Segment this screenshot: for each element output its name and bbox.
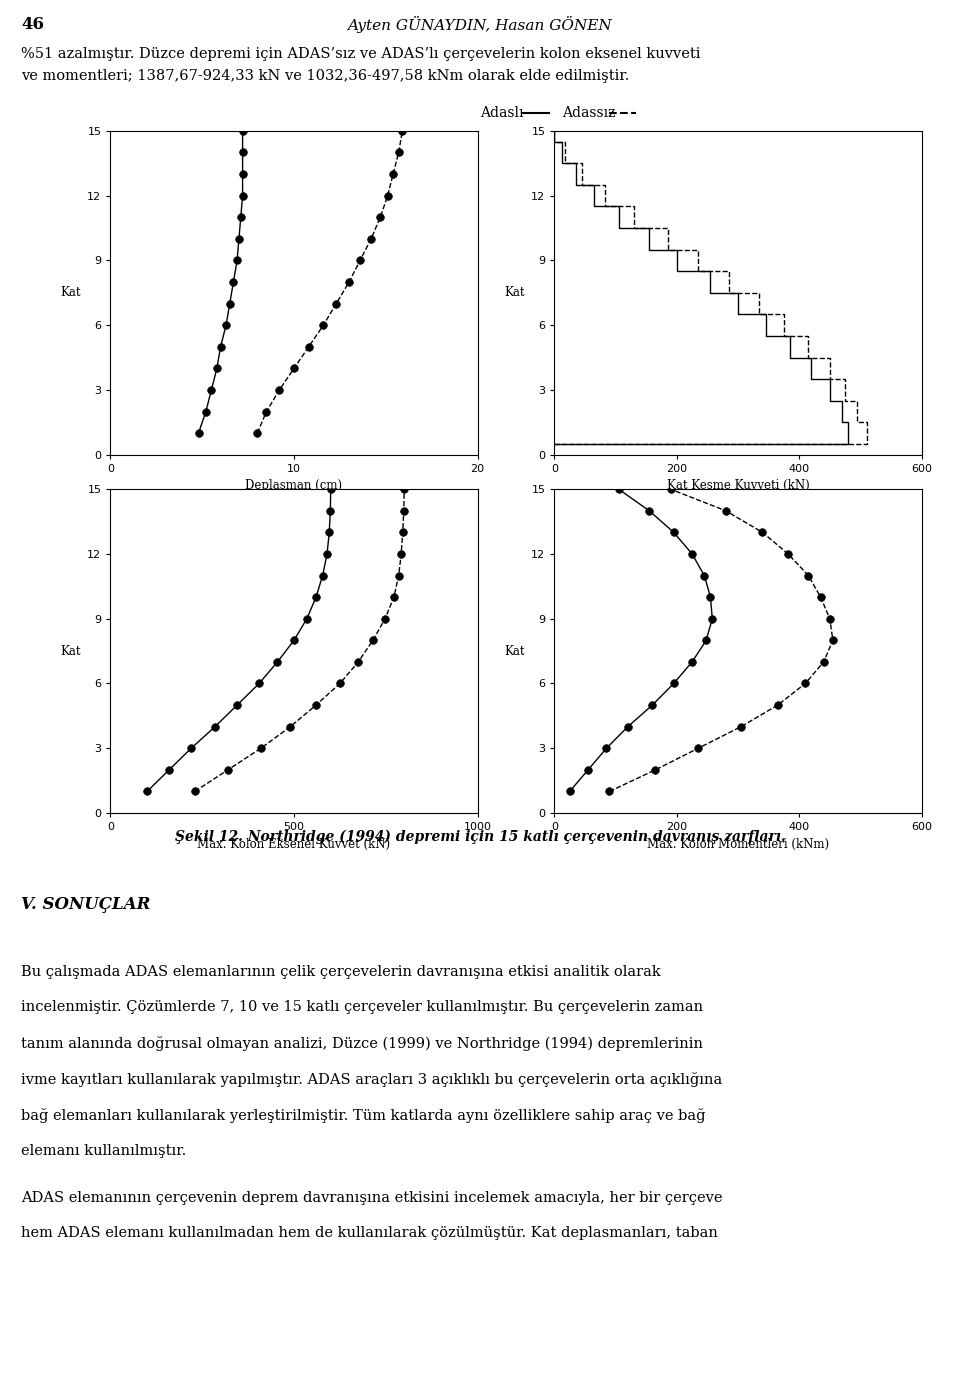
Y-axis label: Kat: Kat <box>60 645 81 657</box>
Y-axis label: Kat: Kat <box>504 287 525 299</box>
X-axis label: Kat Kesme Kuvveti (kN): Kat Kesme Kuvveti (kN) <box>666 480 809 492</box>
Text: Bu çalışmada ADAS elemanlarının çelik çerçevelerin davranışına etkisi analitik o: Bu çalışmada ADAS elemanlarının çelik çe… <box>21 965 660 978</box>
X-axis label: Deplasman (cm): Deplasman (cm) <box>246 480 343 492</box>
Text: elemanı kullanılmıştır.: elemanı kullanılmıştır. <box>21 1144 186 1158</box>
Text: 46: 46 <box>21 15 44 33</box>
Text: tanım alanında doğrusal olmayan analizi, Düzce (1999) ve Northridge (1994) depre: tanım alanında doğrusal olmayan analizi,… <box>21 1036 703 1051</box>
Y-axis label: Kat: Kat <box>60 287 81 299</box>
Text: V. SONUÇLAR: V. SONUÇLAR <box>21 896 151 912</box>
Text: ve momentleri; 1387,67-924,33 kN ve 1032,36-497,58 kNm olarak elde edilmiştir.: ve momentleri; 1387,67-924,33 kN ve 1032… <box>21 69 630 83</box>
Text: Şekil 12. Northridge (1994) depremi için 15 katlı çerçevenin davranış zarfları.: Şekil 12. Northridge (1994) depremi için… <box>175 830 785 843</box>
Text: bağ elemanları kullanılarak yerleştirilmiştir. Tüm katlarda aynı özelliklere sah: bağ elemanları kullanılarak yerleştirilm… <box>21 1108 706 1123</box>
X-axis label: Max. Kolon Eksenel Kuvvet (kN): Max. Kolon Eksenel Kuvvet (kN) <box>198 838 391 850</box>
Text: ivme kayıtları kullanılarak yapılmıştır. ADAS araçları 3 açıklıklı bu çerçeveler: ivme kayıtları kullanılarak yapılmıştır.… <box>21 1072 722 1087</box>
Text: ADAS elemanının çerçevenin deprem davranışına etkisini incelemek amacıyla, her b: ADAS elemanının çerçevenin deprem davran… <box>21 1191 723 1204</box>
X-axis label: Max. Kolon Momentleri (kNm): Max. Kolon Momentleri (kNm) <box>647 838 829 850</box>
Text: Adassız: Adassız <box>562 106 615 120</box>
Text: hem ADAS elemanı kullanılmadan hem de kullanılarak çözülmüştür. Kat deplasmanlar: hem ADAS elemanı kullanılmadan hem de ku… <box>21 1226 718 1240</box>
Text: Ayten GÜNAYDIN, Hasan GÖNEN: Ayten GÜNAYDIN, Hasan GÖNEN <box>348 15 612 33</box>
Y-axis label: Kat: Kat <box>504 645 525 657</box>
Text: %51 azalmıştır. Düzce depremi için ADAS’sız ve ADAS’lı çerçevelerin kolon eksene: %51 azalmıştır. Düzce depremi için ADAS’… <box>21 47 701 61</box>
Text: incelenmiştir. Çözümlerde 7, 10 ve 15 katlı çerçeveler kullanılmıştır. Bu çerçev: incelenmiştir. Çözümlerde 7, 10 ve 15 ka… <box>21 1000 704 1014</box>
Text: Adaslı: Adaslı <box>480 106 523 120</box>
